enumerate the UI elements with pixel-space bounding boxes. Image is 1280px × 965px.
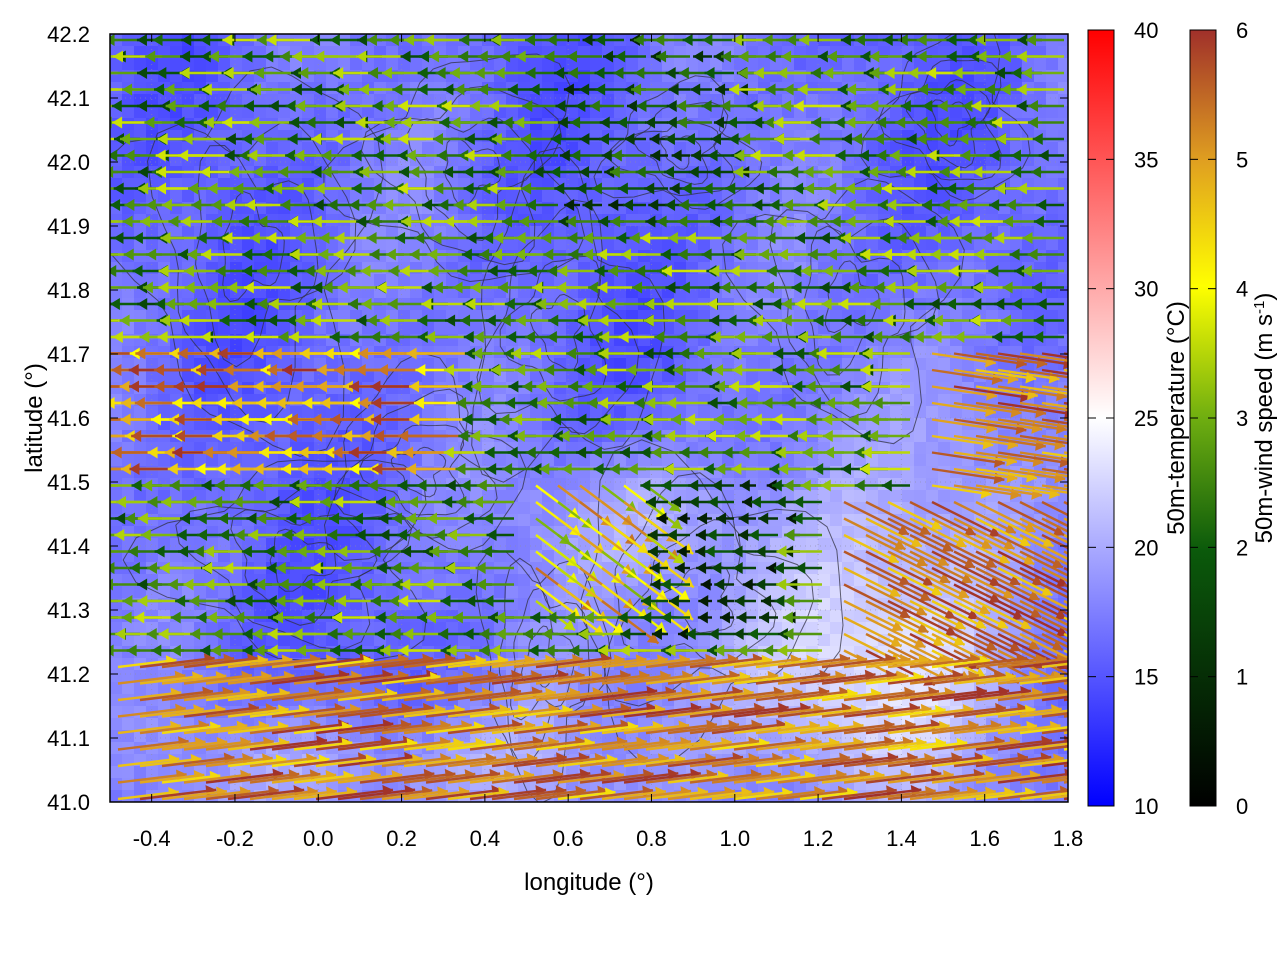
x-tick-label: -0.4 [133, 826, 171, 851]
wind-vector [47, 381, 118, 393]
colorbar-tick-label: 3 [1236, 406, 1248, 431]
wind-label-main: 50m-wind speed (m s [1251, 314, 1278, 543]
colorbar-tick-label: 6 [1236, 18, 1248, 43]
x-tick-label: 0.4 [470, 826, 501, 851]
colorbar-tick-label: 2 [1236, 535, 1248, 560]
x-tick-label: 1.8 [1053, 826, 1084, 851]
y-tick-label: 41.4 [47, 534, 90, 559]
colorbar-tick-label: 20 [1134, 535, 1158, 560]
temperature-colorbar-label: 50m-temperature (°C) [1163, 301, 1190, 535]
y-tick-label: 42.1 [47, 86, 90, 111]
x-tick-label: 1.4 [886, 826, 917, 851]
colorbar-tick-label: 30 [1134, 277, 1158, 302]
colorbar-tick-label: 1 [1236, 665, 1248, 690]
y-tick-label: 41.0 [47, 790, 90, 815]
y-tick-label: 41.9 [47, 214, 90, 239]
colorbar-tick-label: 15 [1134, 665, 1158, 690]
y-tick-label: 41.8 [47, 278, 90, 303]
colorbar-tick-label: 4 [1236, 277, 1248, 302]
y-tick-label: 41.5 [47, 470, 90, 495]
wind-speed-colorbar-label: 50m-wind speed (m s-1) [1251, 293, 1279, 544]
y-axis-label: latitude (°) [21, 363, 48, 473]
wind-label-sup: -1 [1251, 301, 1268, 314]
x-tick-label: 0.0 [303, 826, 334, 851]
y-tick-label: 42.2 [47, 22, 90, 47]
colorbar-tick-label: 5 [1236, 147, 1248, 172]
x-tick-label: 0.2 [386, 826, 417, 851]
x-tick-label: 0.6 [553, 826, 584, 851]
wind-vector [43, 430, 118, 442]
y-tick-label: 41.2 [47, 662, 90, 687]
x-tick-label: 0.8 [636, 826, 667, 851]
colorbar-tick-label: 0 [1236, 794, 1248, 819]
wind-label-end: ) [1251, 293, 1278, 301]
y-tick-label: 41.6 [47, 406, 90, 431]
x-axis-label: longitude (°) [524, 869, 654, 896]
colorbar-tick-label: 10 [1134, 794, 1158, 819]
x-tick-label: 1.6 [969, 826, 1000, 851]
colorbar-tick-label: 25 [1134, 406, 1158, 431]
y-tick-label: 42.0 [47, 150, 90, 175]
y-tick-label: 41.1 [47, 726, 90, 751]
x-tick-label: -0.2 [216, 826, 254, 851]
x-tick-label: 1.0 [719, 826, 750, 851]
y-tick-label: 41.7 [47, 342, 90, 367]
colorbar-tick-label: 35 [1134, 147, 1158, 172]
colorbar-tick-label: 40 [1134, 18, 1158, 43]
y-tick-label: 41.3 [47, 598, 90, 623]
x-tick-label: 1.2 [803, 826, 834, 851]
